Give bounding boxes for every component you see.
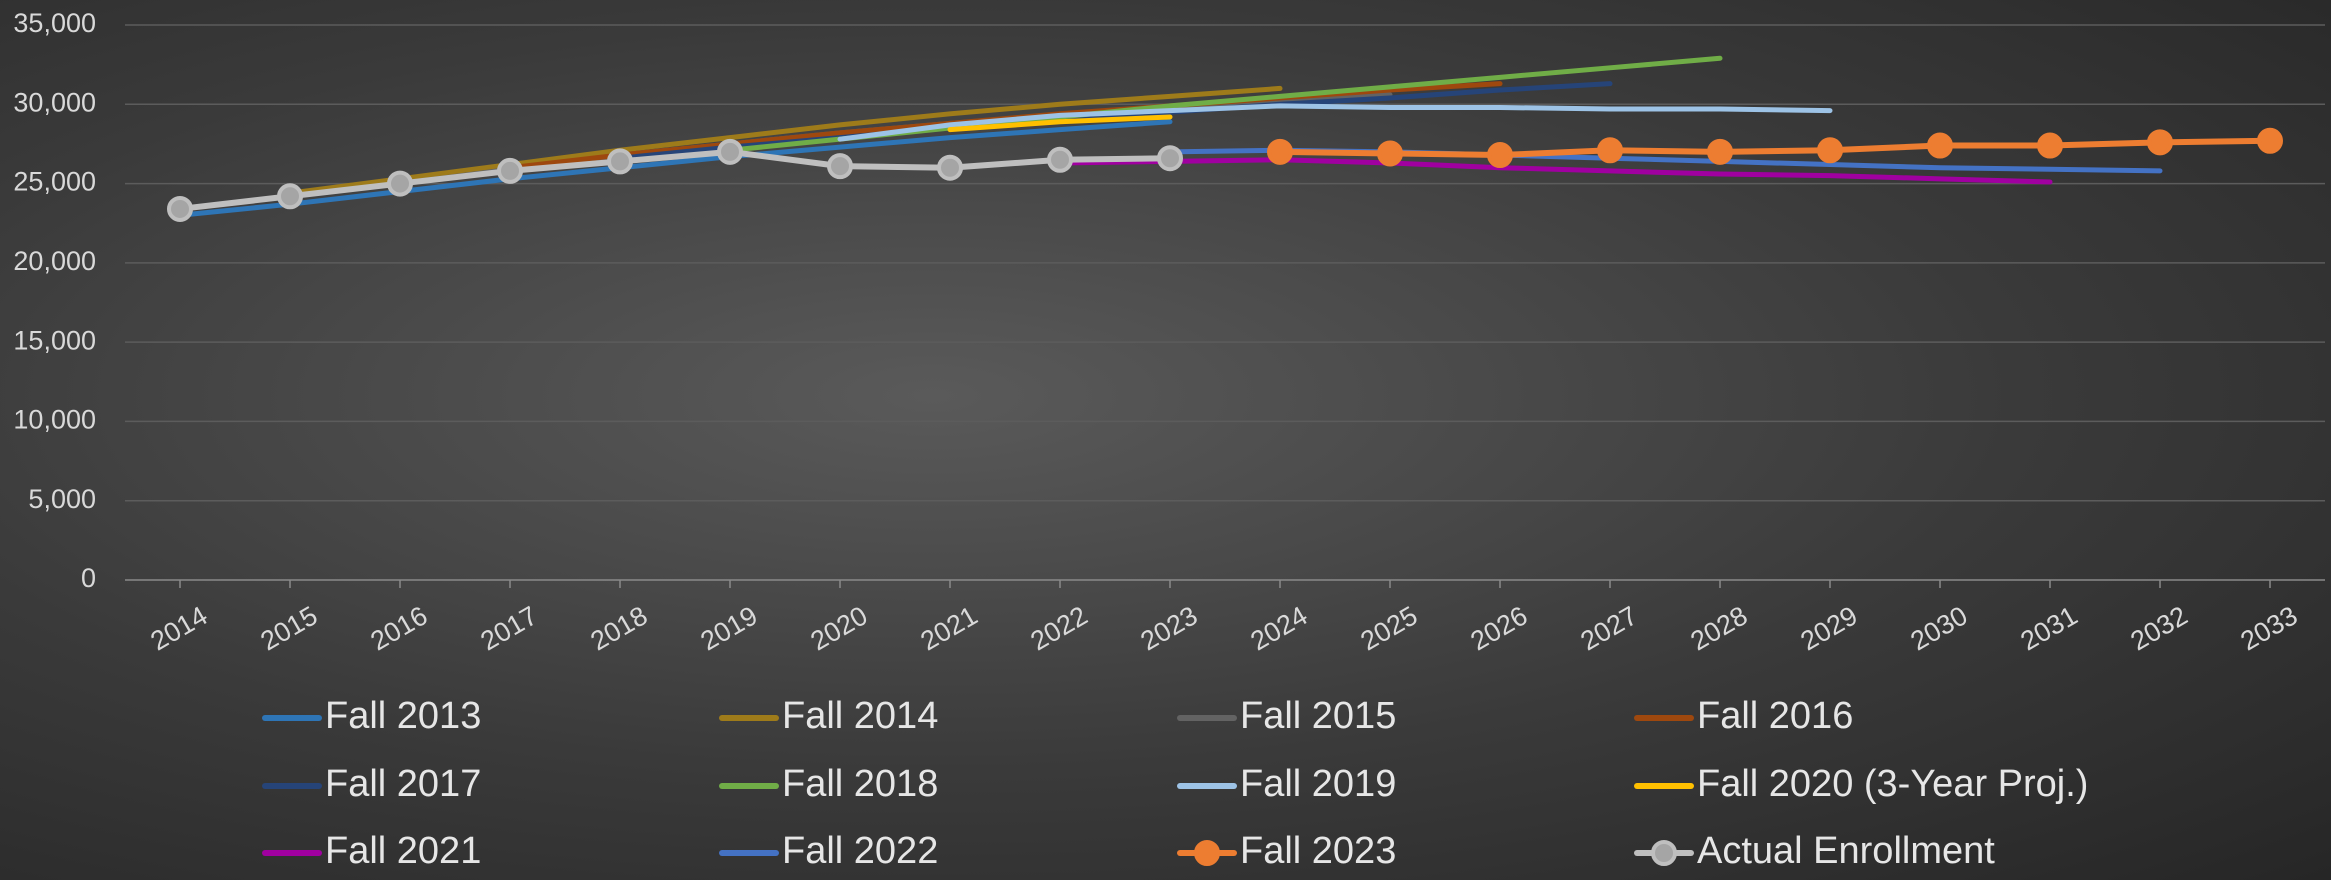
legend-label: Fall 2013: [325, 695, 481, 737]
y-tick-label: 35,000: [13, 8, 96, 38]
series-line: [1277, 137, 2273, 159]
series-line: [177, 119, 1173, 218]
series-line: [837, 103, 1833, 142]
series-marker: [1047, 146, 1073, 173]
series-marker: [827, 153, 853, 180]
series-marker: [717, 138, 743, 165]
x-tick-label: 2027: [1576, 600, 1643, 656]
legend-marker: [1651, 840, 1677, 866]
y-tick-label: 30,000: [13, 87, 96, 117]
series-line: [1057, 157, 2053, 185]
legend-label: Fall 2018: [782, 763, 938, 805]
y-tick-label: 0: [81, 563, 96, 593]
legend-label: Fall 2020 (3-Year Proj.): [1697, 763, 2088, 805]
legend-label: Fall 2019: [1240, 763, 1396, 805]
x-tick-label: 2026: [1466, 600, 1533, 656]
y-tick-label: 25,000: [13, 167, 96, 197]
x-tick-label: 2019: [696, 600, 763, 656]
series-marker: [1157, 145, 1183, 172]
series-marker: [167, 195, 193, 222]
x-tick-label: 2018: [586, 600, 653, 656]
series-line: [177, 148, 1173, 212]
series-marker: [1707, 138, 1733, 165]
x-tick-label: 2031: [2016, 600, 2083, 656]
series-marker: [387, 170, 413, 197]
series-marker: [607, 148, 633, 175]
y-tick-label: 20,000: [13, 246, 96, 276]
series-marker: [497, 157, 523, 184]
series-marker: [277, 183, 303, 210]
legend-label: Fall 2015: [1240, 695, 1396, 737]
legend-label: Actual Enrollment: [1697, 830, 1995, 872]
x-tick-label: 2025: [1356, 600, 1423, 656]
series-marker: [2257, 127, 2283, 154]
x-tick-label: 2015: [256, 600, 323, 656]
legend-marker: [1194, 840, 1220, 866]
legend-label: Fall 2017: [325, 763, 481, 805]
x-tick-label: 2014: [146, 600, 213, 656]
legend-label: Fall 2014: [782, 695, 938, 737]
x-tick-label: 2028: [1686, 600, 1753, 656]
series-line: [287, 85, 1283, 196]
x-tick-label: 2029: [1796, 600, 1863, 656]
x-tick-label: 2023: [1136, 600, 1203, 656]
x-tick-label: 2021: [916, 600, 983, 656]
legend-label: Fall 2022: [782, 830, 938, 872]
legend-label: Fall 2021: [325, 830, 481, 872]
x-tick-label: 2033: [2236, 600, 2303, 656]
series-marker: [1267, 138, 1293, 165]
series-marker: [1817, 137, 1843, 164]
series-marker: [2037, 132, 2063, 159]
x-tick-label: 2016: [366, 600, 433, 656]
x-tick-label: 2032: [2126, 600, 2193, 656]
series-marker: [1487, 142, 1513, 169]
x-tick-label: 2022: [1026, 600, 1093, 656]
legend-label: Fall 2023: [1240, 830, 1396, 872]
legend-label: Fall 2016: [1697, 695, 1853, 737]
x-tick-label: 2030: [1906, 600, 1973, 656]
x-tick-label: 2024: [1246, 600, 1313, 656]
series-marker: [2147, 129, 2173, 156]
y-tick-label: 10,000: [13, 405, 96, 435]
series-marker: [1927, 132, 1953, 159]
series-marker: [1377, 140, 1403, 167]
series-marker: [937, 154, 963, 181]
y-tick-label: 15,000: [13, 325, 96, 355]
series-line: [947, 114, 1173, 133]
series-marker: [1597, 137, 1623, 164]
x-tick-label: 2020: [806, 600, 873, 656]
x-tick-label: 2017: [476, 600, 543, 656]
y-tick-label: 5,000: [28, 484, 96, 514]
